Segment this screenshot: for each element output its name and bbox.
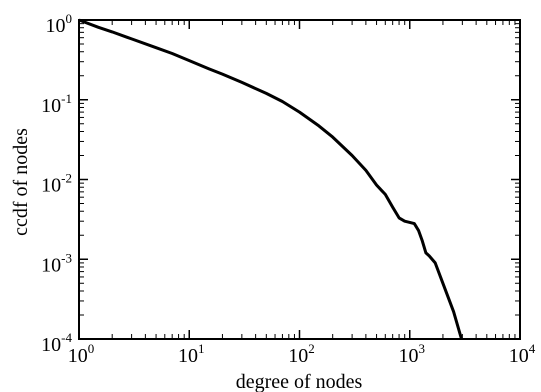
y-tick-label: 100 xyxy=(46,11,73,37)
ccdf-series-line xyxy=(78,18,463,340)
x-axis-label: degree of nodes xyxy=(236,371,363,392)
y-axis-label: ccdf of nodes xyxy=(10,128,32,236)
y-tick-label: 10-4 xyxy=(41,330,72,356)
x-tick-label: 102 xyxy=(288,341,315,367)
y-tick-label: 10-3 xyxy=(41,250,72,276)
x-tick-label: 103 xyxy=(399,341,426,367)
x-tick-label: 104 xyxy=(509,341,536,367)
series-group xyxy=(78,18,463,340)
y-tick-label: 10-1 xyxy=(41,91,72,117)
tick-labels: 100 101 102 103 104 100 10-1 10-2 10-3 10-4 xyxy=(41,11,536,367)
x-tick-label: 101 xyxy=(178,341,205,367)
plot-frame xyxy=(78,19,521,340)
x-tick-label: 100 xyxy=(68,341,95,367)
tick-marks xyxy=(78,19,521,340)
y-tick-label: 10-2 xyxy=(41,171,72,197)
